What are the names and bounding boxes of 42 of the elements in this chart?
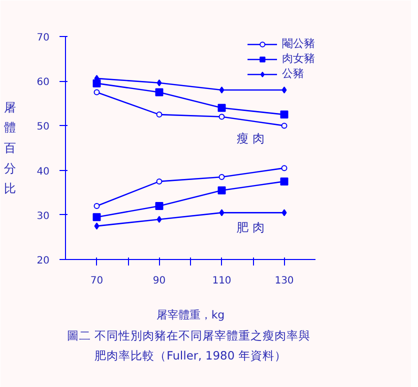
point [219, 209, 224, 216]
legend-label: 肉女豬 [282, 51, 315, 66]
point [156, 178, 162, 184]
annotation: 瘦 肉 [236, 132, 264, 146]
point [92, 213, 101, 222]
x-tick-label: 90 [152, 276, 166, 286]
point [219, 86, 224, 94]
point [218, 104, 226, 112]
point [282, 209, 287, 216]
y-tick-label: 60 [36, 77, 50, 88]
x-axis-title: 屠宰體重，kg [156, 308, 225, 322]
point [155, 88, 164, 96]
y-tick-label: 30 [36, 210, 50, 222]
point [281, 165, 288, 172]
point [155, 202, 164, 210]
point [156, 112, 162, 118]
point [218, 186, 226, 194]
x-tick-label: 110 [212, 276, 232, 286]
y-tick-label: 20 [36, 256, 50, 266]
y-tick-label: 40 [36, 166, 50, 178]
point [156, 216, 162, 223]
legend-label: 公豬 [282, 66, 304, 81]
point [218, 174, 225, 180]
legend-label: 閹公豬 [282, 36, 315, 51]
point [280, 110, 288, 119]
point [94, 222, 100, 230]
point [94, 202, 100, 209]
x-tick-label: 130 [274, 276, 294, 286]
text: 肥肉率比較（Fuller, 1980 年資料） [94, 348, 286, 362]
point [282, 86, 287, 94]
y-tick-label: 70 [36, 32, 50, 44]
point [94, 89, 100, 96]
y-tick-label: 50 [36, 122, 50, 133]
point [218, 114, 225, 120]
point [280, 177, 288, 186]
annotation: 肥 肉 [236, 220, 264, 234]
x-tick-label: 70 [90, 276, 104, 286]
point [281, 122, 288, 129]
point [156, 79, 162, 86]
text: 圖二 不同性別肉豬在不同屠宰體重之瘦肉率與 [66, 328, 310, 342]
y-axis-title: 屠體百分比 [4, 100, 16, 196]
point [92, 79, 101, 88]
